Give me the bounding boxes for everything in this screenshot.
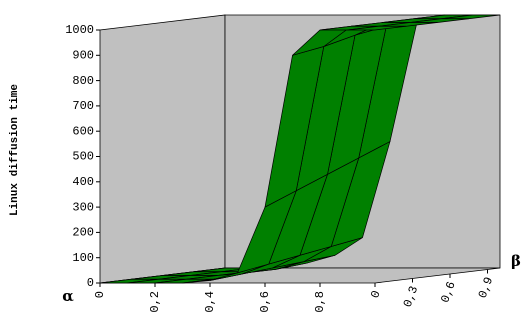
- z-axis-label: Linux diffusion time: [9, 84, 21, 216]
- z-tick-label: 400: [72, 175, 94, 189]
- x-tick-label: 0: [93, 291, 107, 298]
- z-tick-label: 700: [72, 99, 94, 113]
- z-tick-label: 100: [72, 251, 94, 265]
- z-tick-label: 0: [87, 276, 94, 290]
- surface: [99, 14, 501, 284]
- z-tick-label: 200: [72, 226, 94, 240]
- z-tick-label: 500: [72, 150, 94, 164]
- surface-cell: [347, 25, 407, 31]
- left-wall: [99, 14, 226, 284]
- y-tick-label: 0: [368, 289, 384, 301]
- z-tick-label: 800: [72, 74, 94, 88]
- z-tick-label: 600: [72, 124, 94, 138]
- x-tick-label: 0,2: [148, 291, 162, 313]
- x-tick-label: 0,4: [203, 291, 217, 313]
- x-axis-label: α: [62, 287, 74, 305]
- y-axis-label: β: [511, 252, 521, 270]
- y-tick-label: 0,3: [401, 284, 422, 309]
- x-tick-label: 0,8: [313, 291, 327, 313]
- z-tick-label: 900: [72, 48, 94, 62]
- y-tick-label: 0,9: [476, 275, 497, 300]
- y-tick-label: 0,6: [438, 280, 459, 305]
- z-tick-label: 300: [72, 200, 94, 214]
- x-tick-label: 0,6: [258, 291, 272, 313]
- z-tick-label: 1000: [65, 23, 94, 37]
